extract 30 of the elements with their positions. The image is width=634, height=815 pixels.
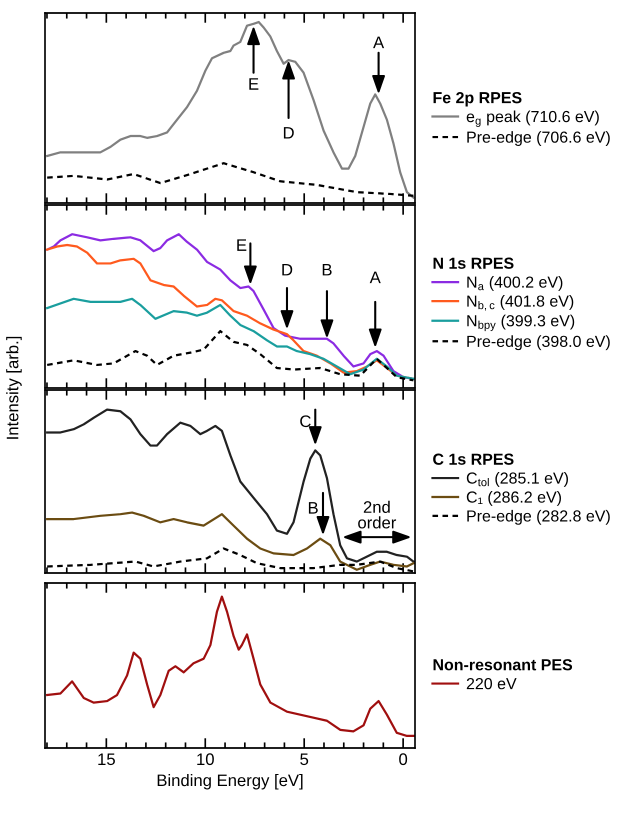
legend-label: Pre-edge (282.8 eV)	[467, 510, 610, 525]
legend-title: Fe 2p RPES	[434, 92, 522, 106]
annotation: C	[300, 415, 311, 428]
x-axis-title: Binding Energy [eV]	[158, 774, 302, 790]
annotation: B	[308, 502, 318, 514]
legend-label: C$_{tol}$ (285.1 eV)	[466, 472, 568, 487]
annotation: 2nd order	[358, 500, 396, 529]
x-tick-label: 10	[197, 753, 214, 766]
legend-label: N$_{bpy}$ (399.3 eV)	[467, 314, 574, 332]
annotation: B	[322, 264, 332, 276]
legend-label: C₁ (286.2 eV)	[466, 491, 561, 506]
legend-title: C 1s RPES	[433, 454, 514, 465]
legend-title: Non-resonant PES	[434, 659, 572, 670]
legend-label: 220 eV	[466, 678, 517, 690]
legend-label: N$_{b,c}$ (401.8 eV)	[467, 295, 574, 311]
legend-title: N 1s RPES	[434, 258, 514, 269]
y-axis-title: Intensity [arb.]	[6, 336, 22, 439]
legend-label: Pre-edge (706.6 eV)	[467, 131, 610, 146]
legend-label: e$_{g}$ peak (710.6 eV)	[466, 110, 599, 127]
x-tick-label: 5	[300, 753, 308, 766]
annotation: A	[370, 272, 381, 284]
legend-label: Pre-edge (398.0 eV)	[467, 335, 610, 350]
x-tick-label: 0	[399, 753, 408, 766]
x-tick-label: 15	[98, 753, 115, 766]
annotation: D	[282, 264, 292, 276]
legend-label: N$_{a}$ (400.2 eV)	[467, 276, 562, 291]
annotation: A	[373, 36, 384, 48]
annotation: D	[284, 127, 294, 139]
annotation: E	[237, 239, 246, 251]
annotation: E	[249, 78, 258, 90]
